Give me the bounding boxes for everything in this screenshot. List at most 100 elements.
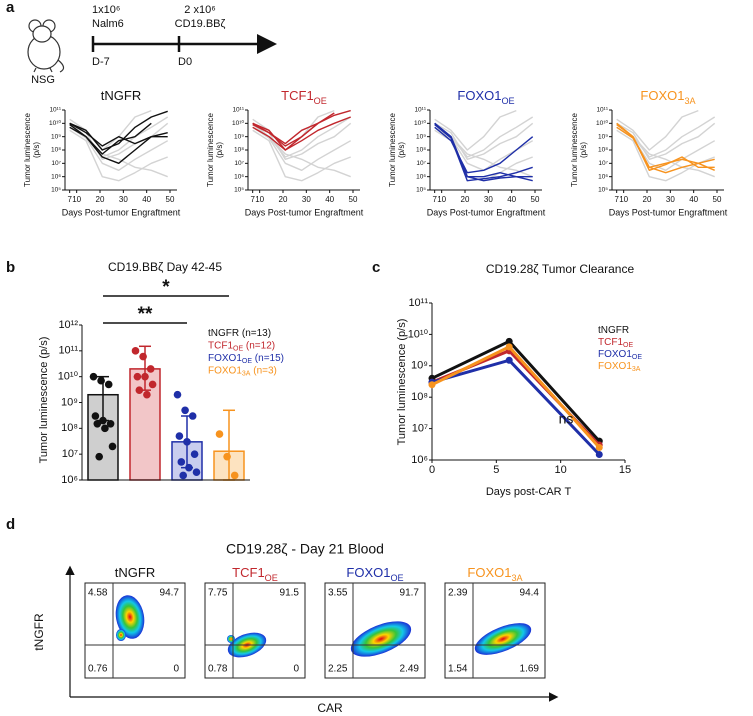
quadrant-value: 7.75 (208, 588, 228, 599)
x-tick-label: 40 (689, 195, 698, 204)
point (139, 352, 147, 361)
x-tick-label: 50 (531, 195, 540, 204)
y-tick-label: 10⁷ (62, 448, 78, 460)
quadrant-value: 4.58 (88, 588, 108, 599)
point (505, 337, 513, 345)
point (131, 347, 140, 355)
quadrant-value: 2.39 (448, 588, 468, 599)
y-tick-label: 10⁸ (416, 147, 426, 154)
point (89, 372, 98, 381)
y-tick-label: 10⁶ (234, 173, 244, 180)
flow-plot-title-sub: OE (265, 573, 278, 583)
point (97, 376, 105, 385)
point (106, 419, 115, 428)
quadrant-value: 0 (173, 664, 179, 675)
y-tick-label: 10⁷ (416, 160, 426, 167)
y-tick-label: 10⁵ (234, 187, 244, 194)
legend-label: tNGFR (598, 325, 629, 336)
y-tick-label: 10⁶ (61, 474, 78, 486)
y-tick-label: 10⁷ (412, 423, 428, 435)
x-tick-label: 30 (302, 195, 311, 204)
point (190, 450, 199, 458)
x-tick-label: 40 (325, 195, 334, 204)
y-axis-label: (p/s) (215, 142, 224, 158)
chart-title: CD19.BBζ Day 42-45 (108, 260, 222, 274)
x-tick-label: 10 (255, 195, 264, 204)
y-tick-label: 10⁹ (61, 396, 78, 408)
flow-y-label: tNGFR (32, 613, 46, 651)
series-line (69, 122, 168, 147)
legend-label-text: FOXO1 (598, 349, 632, 360)
legend-label-text: TCF1 (208, 340, 233, 351)
chart-title: tNGFR (101, 88, 141, 103)
legend-label-text: tNGFR (208, 328, 239, 339)
series-line (616, 124, 715, 171)
point (91, 412, 100, 420)
x-tick-label: 20 (96, 195, 105, 204)
quadrant-value: 0.78 (208, 664, 228, 675)
legend-label-text: FOXO1 (208, 365, 242, 376)
series-line (69, 110, 168, 151)
x-tick-label: 10 (619, 195, 628, 204)
x-tick-label: 7 (432, 195, 437, 204)
point (146, 365, 155, 373)
x-tick-label: 20 (461, 195, 470, 204)
y-tick-label: 10⁷ (598, 160, 608, 167)
panel-label: c (372, 259, 380, 276)
legend-label-text: tNGFR (598, 325, 629, 336)
series-line (434, 109, 517, 151)
series-line (434, 126, 534, 174)
density-blob (350, 621, 412, 657)
quadrant-value: 0.76 (88, 664, 108, 675)
event-dose: 2 x10⁶ (184, 4, 215, 16)
point (99, 416, 107, 425)
x-axis-label: Days Post-tumor Engraftment (609, 207, 728, 217)
event-agent: Nalm6 (92, 18, 124, 30)
y-tick-label: 10¹⁰ (49, 119, 61, 127)
significance-label: ** (138, 304, 153, 325)
x-tick-label: 20 (643, 195, 652, 204)
x-tick-label: 30 (119, 195, 128, 204)
y-tick-label: 10¹¹ (596, 107, 608, 114)
point (428, 381, 436, 389)
point (505, 343, 513, 351)
y-axis-label: (p/s) (397, 142, 406, 158)
point (173, 390, 182, 399)
x-tick-label: 30 (666, 195, 675, 204)
point (135, 386, 144, 394)
y-tick-label: 10⁶ (416, 173, 426, 180)
flow-plot-title: FOXO1OE (346, 565, 403, 583)
x-tick-label: 50 (349, 195, 358, 204)
flow-plot-title-text: FOXO1 (467, 565, 511, 580)
series-line (616, 109, 699, 151)
x-axis-label: Days Post-tumor Engraftment (62, 207, 181, 217)
series-line (252, 122, 319, 147)
y-axis-label: Tumor luminescence (388, 112, 397, 187)
event-day: D-7 (92, 56, 110, 68)
legend-label-suffix: (n=15) (252, 353, 284, 364)
legend-label: tNGFR (n=13) (208, 328, 271, 339)
chart-title: FOXO1OE (457, 88, 514, 106)
y-axis-label: Tumor luminescence (p/s) (396, 319, 408, 446)
density-blob (116, 629, 126, 641)
y-axis-label: Tumor luminescence (23, 112, 32, 187)
x-tick-label: 5 (493, 464, 499, 476)
point (101, 424, 109, 433)
density-blob (227, 635, 235, 643)
quadrant-value: 94.7 (160, 588, 180, 599)
series-line (69, 129, 168, 182)
y-tick-label: 10⁹ (234, 133, 244, 140)
point (143, 390, 151, 399)
chart-title: TCF1OE (281, 88, 327, 106)
point (108, 442, 117, 451)
series-line (431, 358, 601, 456)
y-tick-label: 10⁶ (598, 173, 608, 180)
series-line (252, 126, 352, 171)
y-tick-label: 10¹¹ (49, 107, 61, 114)
y-axis-label: (p/s) (579, 142, 588, 158)
series-line (69, 122, 152, 155)
y-tick-label: 10¹⁰ (232, 119, 244, 127)
y-tick-label: 10¹⁰ (58, 371, 79, 383)
y-tick-label: 10⁶ (51, 173, 61, 180)
